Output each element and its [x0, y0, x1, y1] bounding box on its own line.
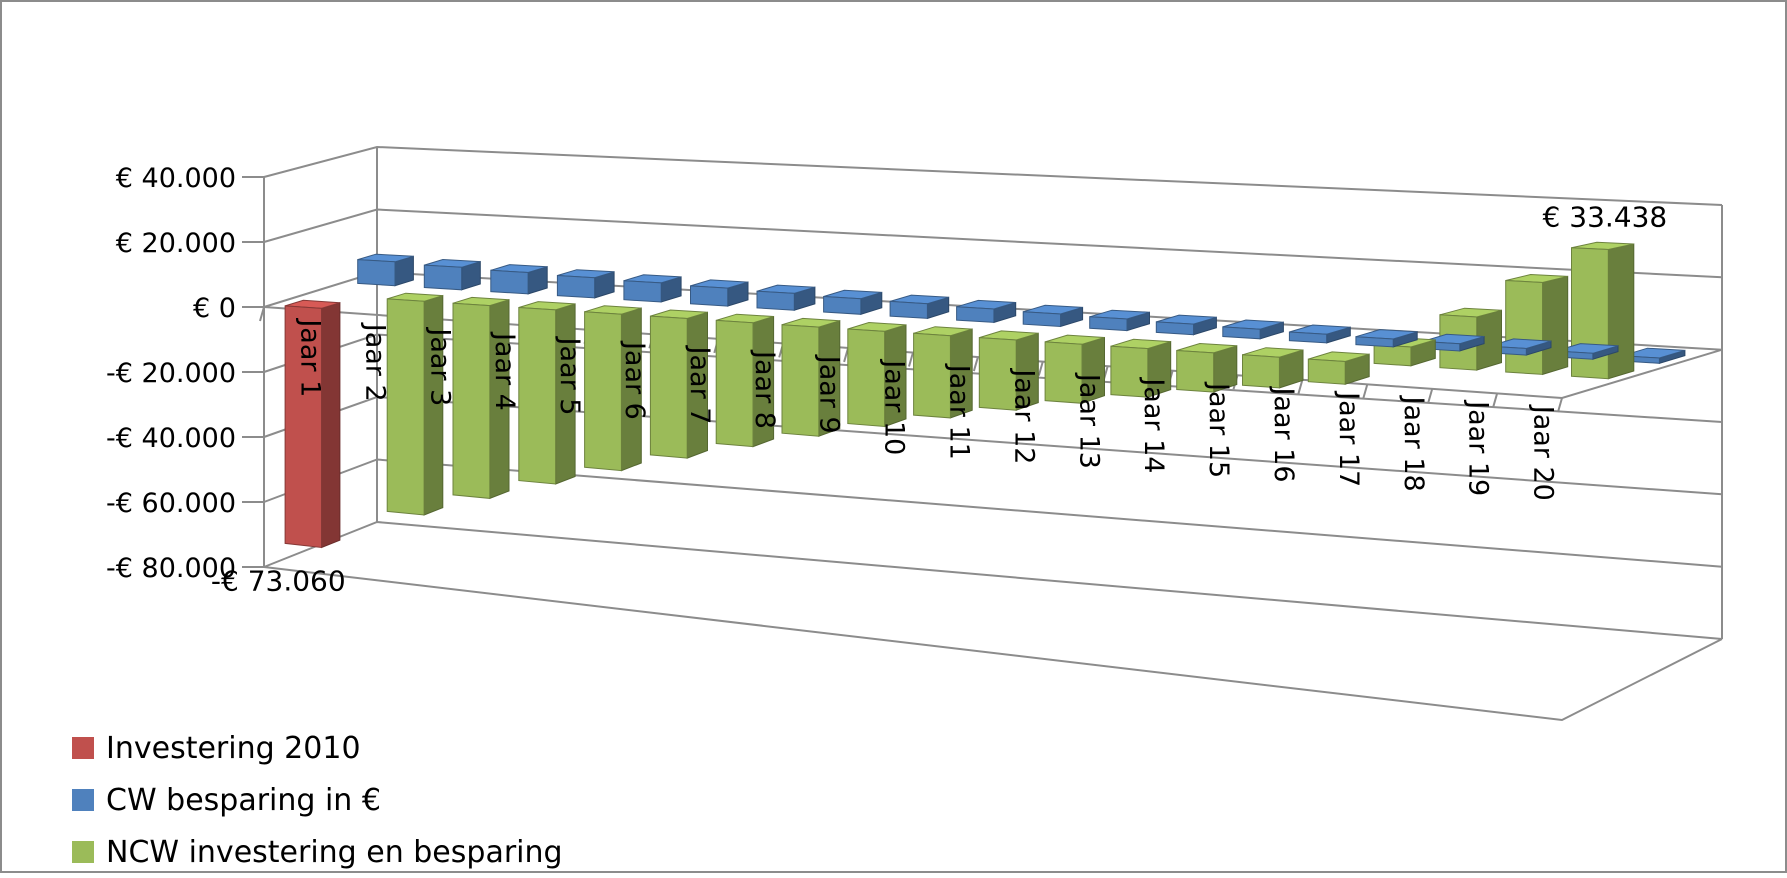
x-tick-label-19: Jaar 19: [1463, 399, 1494, 496]
x-tick-label-2: Jaar 2: [359, 322, 390, 402]
bar-s1-c2: [423, 264, 463, 291]
bar-s0-c1: [284, 305, 322, 549]
bar-s1-c3: [490, 269, 529, 295]
bar-s1-c10: [956, 306, 995, 323]
y-tick-label-0: € 40.000: [116, 163, 236, 194]
gridline-0: [263, 145, 1723, 206]
bar-s2-c19: [1505, 279, 1543, 375]
bar-s1-c11: [1022, 311, 1061, 328]
data-label-1: € 33.438: [1543, 201, 1668, 234]
x-tick-label-6: Jaar 6: [619, 340, 650, 420]
x-tick-label-16: Jaar 16: [1268, 385, 1299, 482]
bar-s2-c12: [1044, 341, 1083, 404]
legend-label-cw-besparing: CW besparing in €: [106, 782, 381, 818]
x-tick-label-7: Jaar 7: [684, 345, 715, 425]
x-tick-mark-17: [1362, 384, 1369, 399]
legend-swatch-investering: [72, 737, 94, 759]
bar-s2-c14: [1176, 349, 1215, 393]
x-tick-label-8: Jaar 8: [749, 349, 780, 429]
bar-s2-c19-side: [1542, 275, 1569, 376]
x-tick-label-5: Jaar 5: [554, 336, 585, 416]
y-tick-label-3: -€ 20.000: [106, 358, 236, 389]
x-tick-mark-20: [1557, 397, 1563, 413]
x-tick-label-18: Jaar 18: [1398, 395, 1429, 492]
bar-s2-c9: [847, 328, 886, 428]
legend-item-ncw: NCW investering en besparing: [72, 826, 563, 878]
x-tick-mark-19: [1492, 393, 1499, 408]
bar-s1-c12: [1089, 316, 1128, 332]
x-tick-label-10: Jaar 10: [878, 358, 909, 455]
x-tick-mark-11: [972, 356, 979, 372]
bar-s2-c7: [715, 319, 754, 448]
y-tick-label-4: -€ 40.000: [106, 423, 236, 454]
bar-s1-c8: [823, 295, 862, 315]
x-tick-label-12: Jaar 12: [1008, 367, 1039, 464]
bar-s1-c5: [623, 280, 662, 303]
legend-item-investering: Investering 2010: [72, 722, 563, 774]
bar-s1-c15: [1288, 331, 1328, 344]
x-tick-label-4: Jaar 4: [489, 331, 520, 411]
legend-label-ncw: NCW investering en besparing: [106, 834, 563, 870]
bar-s1-c9: [889, 300, 928, 319]
bar-s2-c6: [649, 315, 688, 459]
legend-swatch-ncw: [72, 841, 94, 863]
bar-s2-c10: [913, 332, 951, 419]
legend-label-investering: Investering 2010: [106, 730, 361, 766]
gridline-1: [263, 208, 1723, 279]
gridline-6: [263, 520, 1723, 640]
x-tick-label-3: Jaar 3: [424, 326, 455, 406]
x-tick-label-15: Jaar 15: [1203, 381, 1234, 478]
x-tick-label-20: Jaar 20: [1527, 404, 1558, 501]
bar-s2-c3: [452, 302, 491, 499]
bottom-floor-edge: [263, 566, 1723, 722]
bar-s1-c14: [1222, 326, 1261, 340]
bar-s2-c4: [518, 306, 557, 485]
bar-s2-c8: [781, 324, 820, 437]
bar-s1-c16: [1355, 336, 1394, 348]
x-tick-label-11: Jaar 11: [944, 363, 975, 460]
bar-s1-c13: [1155, 321, 1194, 336]
x-tick-mark-10: [908, 352, 914, 367]
x-tick-label-9: Jaar 9: [814, 354, 845, 434]
bar-s2-c13: [1110, 345, 1149, 398]
legend-swatch-cw-besparing: [72, 789, 94, 811]
legend-item-cw-besparing: CW besparing in €: [72, 774, 563, 826]
x-tick-label-17: Jaar 17: [1333, 390, 1364, 487]
bar-s2-c2: [386, 298, 425, 516]
x-tick-mark-16: [1297, 379, 1304, 395]
bar-s1-c1: [357, 259, 396, 287]
bar-s1-c4: [556, 274, 596, 299]
bar-s1-c6: [690, 285, 729, 307]
bar-s2-c15: [1242, 354, 1280, 389]
bar-s2-c17: [1373, 344, 1412, 367]
x-tick-mark-18: [1427, 388, 1434, 404]
x-tick-mark-0: [259, 306, 265, 322]
data-label-0: -€ 73.060: [211, 564, 346, 597]
bar-s2-c16: [1307, 358, 1346, 385]
legend: Investering 2010 CW besparing in € NCW i…: [72, 722, 563, 878]
bar-s2-c5: [584, 311, 622, 472]
bar-s2-c11: [978, 337, 1017, 411]
x-tick-label-1: Jaar 1: [294, 317, 325, 397]
bar-s2-c20-side: [1607, 243, 1635, 380]
y-tick-label-1: € 20.000: [116, 228, 236, 259]
y-tick-label-2: € 0: [193, 293, 236, 324]
x-tick-label-14: Jaar 14: [1138, 376, 1169, 473]
y-tick-label-6: -€ 80.000: [106, 553, 236, 584]
x-tick-mark-12: [1037, 361, 1044, 376]
x-tick-label-13: Jaar 13: [1073, 372, 1104, 469]
y-tick-label-5: -€ 60.000: [106, 488, 236, 519]
bar-s1-c7: [756, 290, 795, 311]
